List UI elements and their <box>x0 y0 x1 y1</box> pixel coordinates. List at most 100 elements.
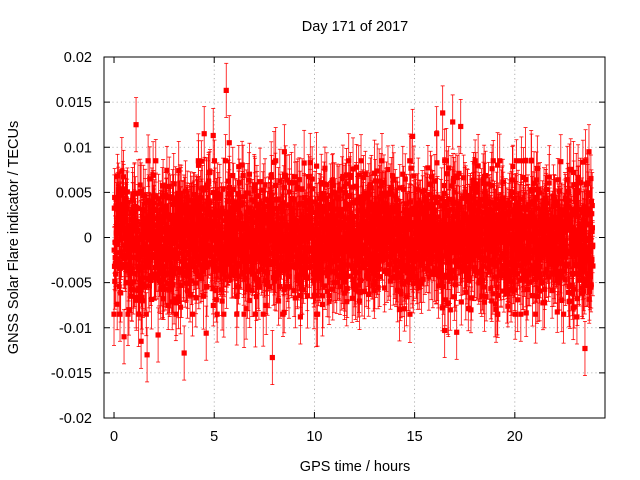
data-point <box>311 209 317 216</box>
data-point <box>275 298 282 304</box>
data-point <box>111 311 117 317</box>
data-point <box>264 270 270 276</box>
data-point <box>131 279 137 285</box>
data-point <box>150 243 156 249</box>
data-point <box>260 201 266 207</box>
data-point <box>253 212 259 219</box>
data-point <box>198 158 204 164</box>
data-point <box>195 208 201 214</box>
data-point <box>260 311 266 317</box>
data-layer <box>111 62 596 386</box>
data-point <box>139 294 145 300</box>
data-point <box>223 158 229 164</box>
data-point <box>178 193 184 199</box>
data-point <box>283 222 289 228</box>
data-point <box>271 205 277 212</box>
data-point <box>286 283 292 290</box>
data-point <box>140 228 146 234</box>
data-point <box>182 188 189 194</box>
data-point <box>233 204 239 210</box>
data-point <box>239 162 245 168</box>
data-point <box>253 293 260 300</box>
data-point <box>241 311 247 317</box>
data-point <box>292 180 298 186</box>
data-point <box>113 271 119 277</box>
data-point <box>247 297 253 304</box>
data-point <box>230 172 236 179</box>
data-point <box>185 280 191 286</box>
data-point <box>292 218 298 224</box>
data-point <box>254 250 260 257</box>
data-point <box>218 257 224 263</box>
data-point <box>240 172 246 179</box>
data-point <box>199 275 205 282</box>
data-point <box>299 186 305 192</box>
data-point <box>178 282 185 288</box>
data-point <box>260 231 266 238</box>
data-point <box>152 207 158 213</box>
data-point <box>118 290 124 296</box>
data-point <box>243 306 249 312</box>
data-point <box>273 158 279 164</box>
data-point <box>195 232 201 238</box>
data-point <box>245 190 251 196</box>
data-point <box>186 222 192 229</box>
data-point <box>317 207 323 213</box>
data-point <box>236 179 242 186</box>
data-point <box>131 236 137 243</box>
data-point <box>296 218 302 224</box>
data-point <box>177 304 184 310</box>
data-point <box>191 192 197 198</box>
data-point <box>199 242 205 248</box>
data-point <box>241 269 247 276</box>
data-point <box>206 179 212 185</box>
data-point <box>142 200 148 206</box>
data-point <box>309 223 315 230</box>
data-point <box>252 311 259 317</box>
data-point <box>246 171 253 177</box>
data-point <box>245 283 251 289</box>
data-point <box>249 287 255 293</box>
data-point <box>136 311 142 317</box>
data-point <box>291 197 297 203</box>
data-point <box>163 192 169 198</box>
data-point <box>119 224 125 230</box>
data-point <box>176 168 182 174</box>
data-point <box>162 211 168 218</box>
data-point <box>171 181 177 187</box>
data-point <box>163 206 170 212</box>
data-point <box>235 249 241 256</box>
data-point <box>126 307 132 313</box>
data-point <box>177 268 183 275</box>
data-point <box>224 215 230 222</box>
data-point <box>258 209 264 215</box>
data-point <box>262 197 268 203</box>
data-point <box>203 218 209 224</box>
data-point <box>226 184 233 191</box>
data-point <box>301 160 307 166</box>
data-point <box>295 184 301 191</box>
data-point <box>159 194 165 200</box>
data-point <box>165 302 171 308</box>
data-point <box>277 283 283 290</box>
data-point <box>210 302 216 309</box>
data-point <box>266 258 272 264</box>
data-point <box>314 163 320 169</box>
data-point <box>153 158 159 164</box>
data-point <box>240 247 246 253</box>
data-point <box>309 186 316 192</box>
data-point <box>147 218 154 224</box>
data-point <box>142 284 148 290</box>
data-point <box>244 215 250 221</box>
data-point <box>170 213 177 219</box>
data-point <box>269 193 275 199</box>
data-point <box>269 211 276 217</box>
data-point <box>200 293 207 299</box>
data-point <box>267 250 273 257</box>
data-point <box>114 301 120 307</box>
data-point <box>140 281 146 287</box>
data-point <box>130 287 136 293</box>
data-point <box>114 256 120 262</box>
data-point <box>117 265 123 272</box>
data-point <box>122 243 129 249</box>
